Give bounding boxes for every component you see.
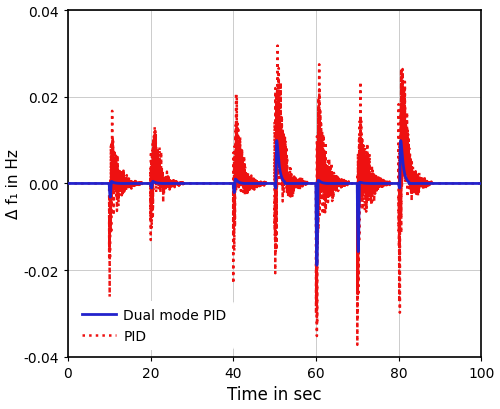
PID (328, 172, 334, 177)
PID (478, 182, 484, 187)
Line: Dual mode PID: Dual mode PID (68, 141, 482, 265)
Dual mode PID (328, 182, 334, 187)
Dual mode PID (310, 182, 316, 187)
Legend: Dual mode PID, PID: Dual mode PID, PID (75, 301, 234, 350)
PID (310, 182, 316, 187)
X-axis label: Time in sec: Time in sec (227, 386, 322, 403)
Dual mode PID (274, 139, 280, 144)
PID (354, 343, 360, 348)
Dual mode PID (394, 182, 400, 187)
Line: PID: PID (68, 47, 482, 345)
Dual mode PID (86, 182, 91, 187)
Dual mode PID (314, 263, 320, 268)
PID (65, 182, 71, 187)
PID (394, 182, 400, 187)
Dual mode PID (478, 182, 484, 187)
Dual mode PID (214, 182, 220, 187)
Dual mode PID (372, 182, 378, 187)
PID (214, 182, 220, 187)
Dual mode PID (65, 182, 71, 187)
PID (86, 182, 91, 187)
PID (372, 173, 378, 178)
Y-axis label: Δ f₁ in Hz: Δ f₁ in Hz (6, 149, 20, 219)
PID (274, 44, 280, 49)
